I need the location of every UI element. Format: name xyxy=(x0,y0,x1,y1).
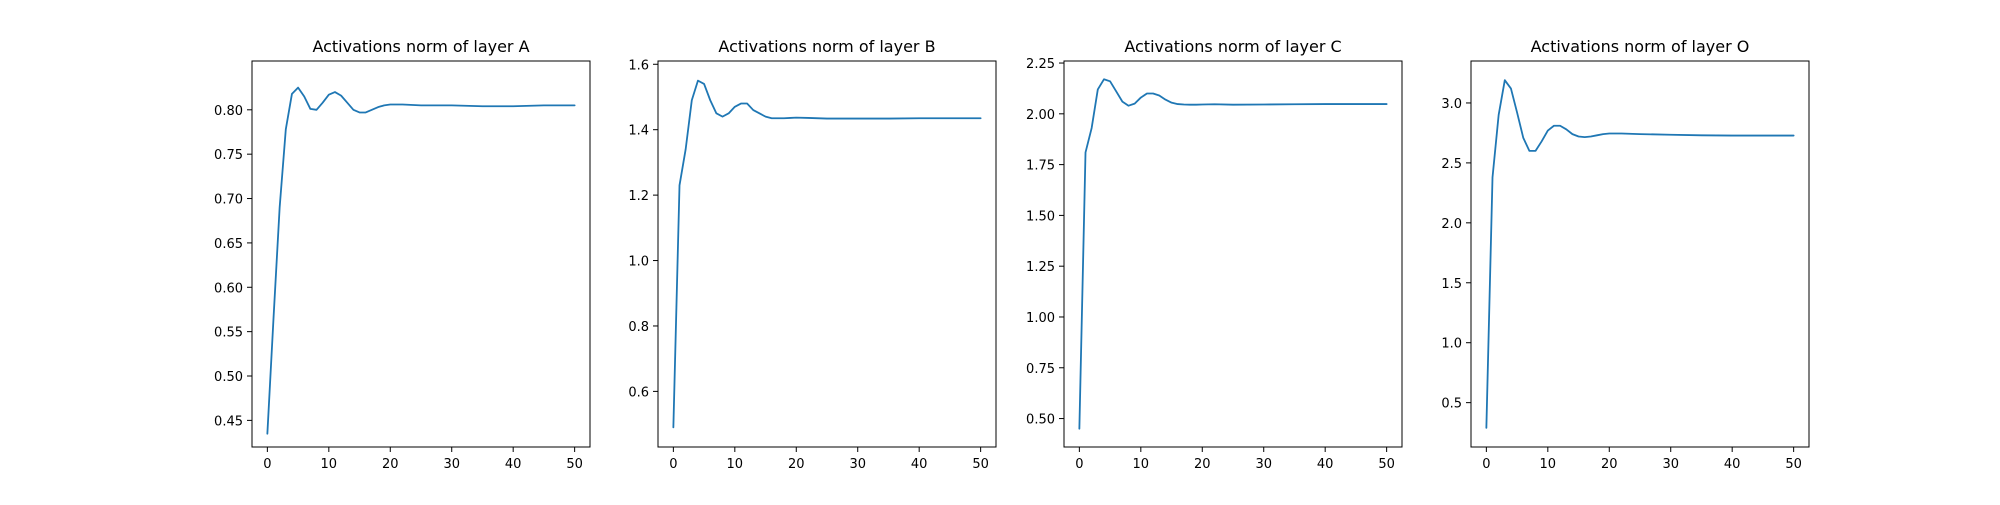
series-line xyxy=(1078,78,1388,430)
y-tick-label: 2.0 xyxy=(1441,217,1462,232)
y-tick-label: 0.65 xyxy=(214,237,243,252)
subplot-2: Activations norm of layer B 0 10 20 30 40 50 0.… xyxy=(628,37,997,472)
chart-title: Activations norm of layer A xyxy=(312,37,529,56)
series-line xyxy=(672,79,982,429)
y-tick-label: 2.25 xyxy=(1026,57,1055,72)
x-tick-label: 30 xyxy=(1255,457,1272,472)
y-tick-label: 1.25 xyxy=(1026,260,1055,275)
chart-title: Activations norm of layer B xyxy=(718,37,935,56)
y-tick-label: 0.8 xyxy=(628,320,649,335)
x-tick-label: 40 xyxy=(1724,457,1741,472)
axes-frame xyxy=(1470,60,1810,448)
y-tick-label: 1.75 xyxy=(1026,159,1055,174)
y-tick-label: 1.6 xyxy=(628,58,649,73)
subplot-3: Activations norm of layer C 0 10 20 30 40 50 0.… xyxy=(1026,37,1403,472)
y-tick-label: 0.75 xyxy=(1026,362,1055,377)
y-tick-label: 0.5 xyxy=(1441,397,1462,412)
y-tick-label: 0.75 xyxy=(214,148,243,163)
y-tick-label: 0.50 xyxy=(1026,413,1055,428)
subplot-1: Activations norm of layer A 0 10 20 30 40 50 0.… xyxy=(214,37,591,472)
y-tick-label: 2.5 xyxy=(1441,157,1462,172)
x-tick-label: 40 xyxy=(911,457,928,472)
axes-frame xyxy=(1063,60,1403,448)
y-tick-label: 1.50 xyxy=(1026,209,1055,224)
x-tick-label: 0 xyxy=(263,457,271,472)
x-tick-label: 40 xyxy=(1317,457,1334,472)
x-tick-label: 10 xyxy=(1540,457,1557,472)
y-tick-label: 1.5 xyxy=(1441,277,1462,292)
y-tick-label: 0.55 xyxy=(214,326,243,341)
x-tick-label: 30 xyxy=(443,457,460,472)
chart-title: Activations norm of layer O xyxy=(1531,37,1750,56)
y-tick-label: 0.80 xyxy=(214,104,243,119)
chart-title: Activations norm of layer C xyxy=(1124,37,1341,56)
y-tick-label: 1.4 xyxy=(628,124,649,139)
series-line xyxy=(1485,79,1795,429)
series-line xyxy=(266,86,576,435)
y-tick-label: 1.00 xyxy=(1026,311,1055,326)
x-tick-label: 50 xyxy=(972,457,989,472)
x-tick-label: 20 xyxy=(1601,457,1618,472)
subplot-4: Activations norm of layer O 0 10 20 30 40 50 0.… xyxy=(1441,37,1810,472)
x-tick-label: 20 xyxy=(382,457,399,472)
x-tick-label: 50 xyxy=(566,457,583,472)
x-tick-label: 0 xyxy=(669,457,677,472)
x-tick-label: 0 xyxy=(1075,457,1083,472)
y-tick-label: 0.50 xyxy=(214,370,243,385)
x-tick-label: 10 xyxy=(321,457,338,472)
y-tick-label: 1.0 xyxy=(1441,337,1462,352)
x-tick-label: 50 xyxy=(1378,457,1395,472)
axes-frame xyxy=(251,60,591,448)
y-tick-label: 1.0 xyxy=(628,255,649,270)
x-tick-label: 30 xyxy=(1662,457,1679,472)
x-tick-label: 10 xyxy=(1133,457,1150,472)
x-tick-label: 50 xyxy=(1785,457,1802,472)
axes-frame xyxy=(657,60,997,448)
y-tick-label: 3.0 xyxy=(1441,97,1462,112)
x-tick-label: 0 xyxy=(1482,457,1490,472)
y-tick-label: 1.2 xyxy=(628,189,649,204)
y-tick-label: 2.00 xyxy=(1026,108,1055,123)
x-tick-label: 30 xyxy=(849,457,866,472)
x-tick-label: 20 xyxy=(788,457,805,472)
y-tick-label: 0.6 xyxy=(628,385,649,400)
x-tick-label: 40 xyxy=(505,457,522,472)
y-tick-label: 0.60 xyxy=(214,281,243,296)
x-tick-label: 20 xyxy=(1194,457,1211,472)
x-tick-label: 10 xyxy=(727,457,744,472)
y-tick-label: 0.70 xyxy=(214,193,243,208)
y-tick-label: 0.45 xyxy=(214,414,243,429)
